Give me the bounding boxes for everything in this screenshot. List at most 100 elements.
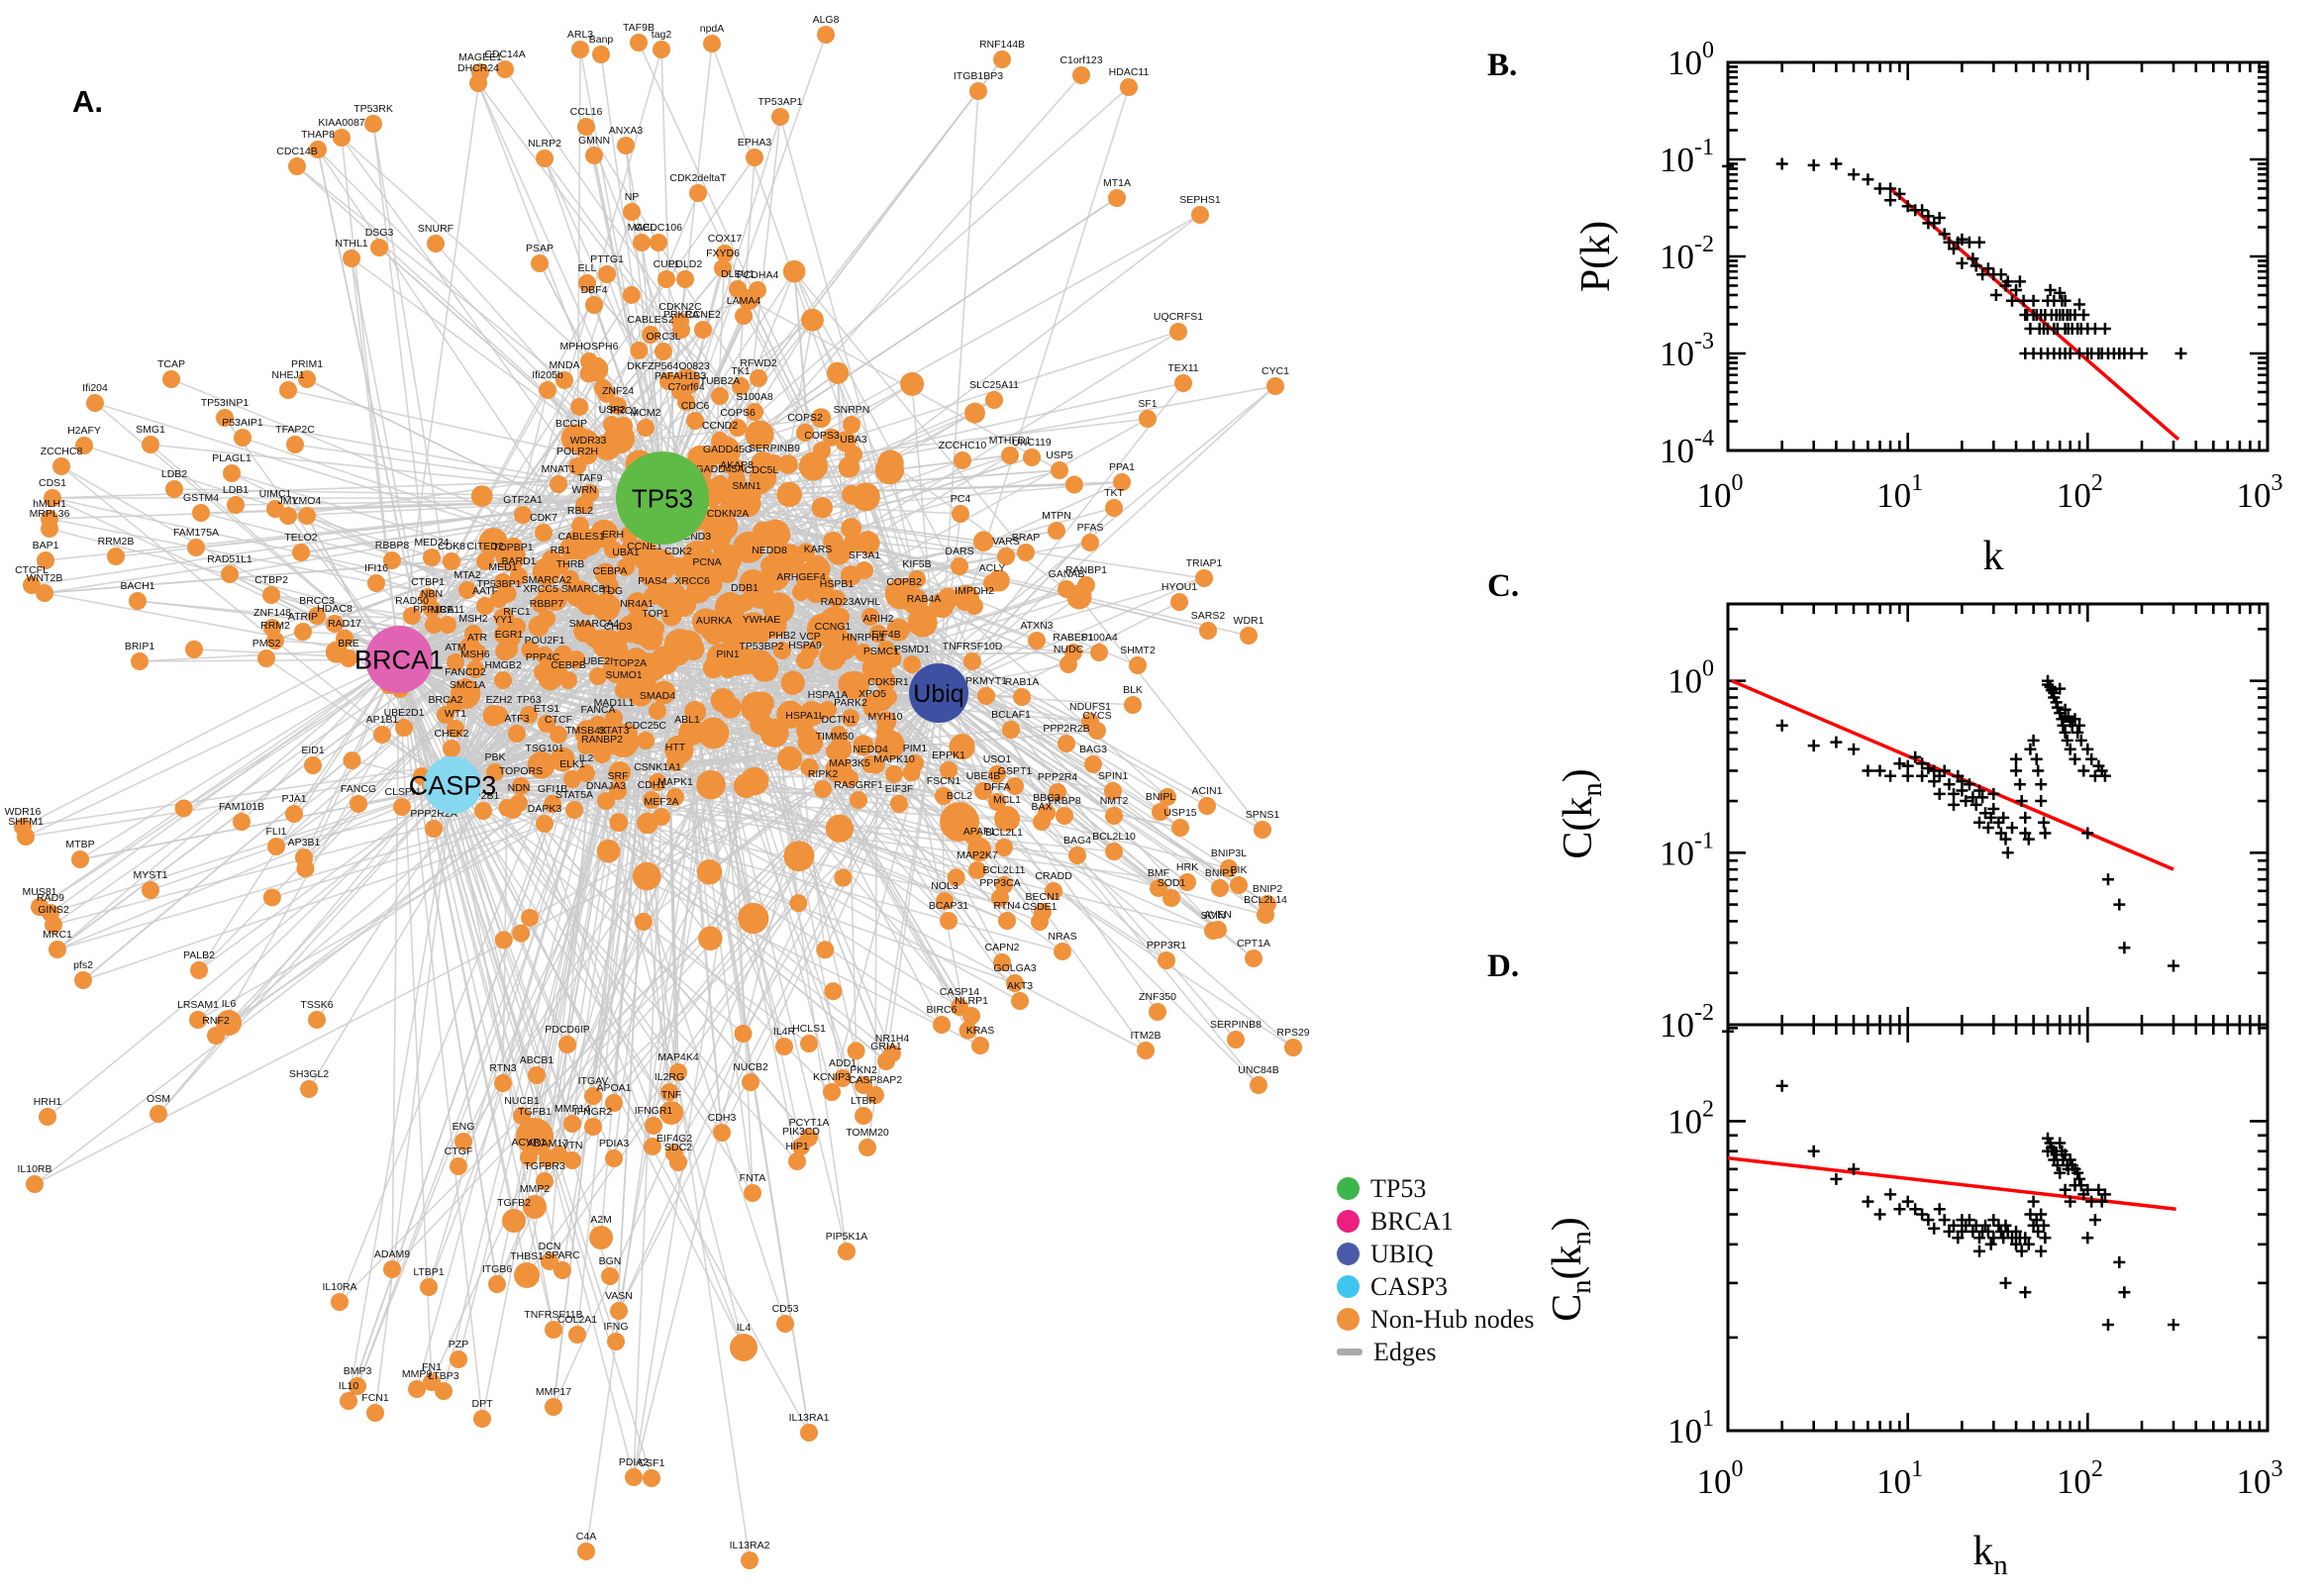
node-label: COX17 xyxy=(708,233,743,245)
non-hub-node xyxy=(1006,777,1024,795)
node-label: WDR1 xyxy=(1234,615,1264,627)
node-label: CCDC106 xyxy=(635,222,682,234)
node-label: SEPHS1 xyxy=(1179,194,1221,206)
non-hub-node xyxy=(615,681,633,699)
non-hub-node xyxy=(711,432,729,449)
node-label: PDCD6IP xyxy=(545,1024,590,1036)
non-hub-node xyxy=(750,369,767,387)
node-label: ZCCHC10 xyxy=(939,440,987,451)
node-label: PDIA3 xyxy=(599,1138,630,1149)
node-label: SERPINB8 xyxy=(1210,1019,1262,1031)
node-label: CCL16 xyxy=(570,106,603,118)
non-hub-node xyxy=(504,553,522,571)
node-label: NMT2 xyxy=(1100,795,1129,807)
non-hub-node xyxy=(746,403,763,421)
node-label: SRF xyxy=(608,770,629,782)
non-hub-node xyxy=(1028,632,1046,649)
svg-text:103: 103 xyxy=(2237,1456,2283,1501)
non-hub-node xyxy=(531,254,549,272)
non-hub-node xyxy=(308,1011,326,1029)
non-hub-node xyxy=(454,1133,472,1150)
node-label: ZNF24 xyxy=(602,385,634,397)
non-hub-node xyxy=(792,583,810,601)
non-hub-node xyxy=(502,1209,526,1233)
non-hub-node xyxy=(450,1157,467,1175)
node-label: AKAP8 xyxy=(720,459,754,471)
node-label: MSH6 xyxy=(460,648,489,660)
node-label: CDC14B xyxy=(276,146,317,157)
non-hub-node xyxy=(666,753,684,771)
non-hub-node xyxy=(623,203,641,221)
node-label: TGFBR3 xyxy=(524,1160,565,1172)
node-label: PRIM1 xyxy=(291,358,323,370)
non-hub-node xyxy=(107,548,125,565)
non-hub-node xyxy=(649,702,666,720)
svg-text:C(kn​): C(kn​) xyxy=(1556,768,1608,858)
non-hub-node xyxy=(940,761,958,779)
node-label: DSG3 xyxy=(365,227,394,239)
node-label: SHMT2 xyxy=(1120,645,1156,656)
node-label: YWHAE xyxy=(743,614,781,626)
non-hub-node xyxy=(340,649,357,667)
non-hub-node xyxy=(74,971,92,989)
node-label: WT1 xyxy=(445,708,466,720)
node-label: NDN xyxy=(508,782,531,794)
node-label: BARD1 xyxy=(501,555,536,567)
node-label: STAT3 xyxy=(598,725,629,737)
node-label: IMPDH2 xyxy=(955,585,994,597)
non-hub-node xyxy=(585,296,603,314)
non-hub-node xyxy=(861,755,879,773)
node-label: MUS81 xyxy=(22,886,56,898)
non-hub-node xyxy=(729,280,747,298)
non-hub-node xyxy=(771,108,789,126)
node-label: RTN4 xyxy=(993,900,1020,912)
non-hub-node xyxy=(1211,879,1229,897)
node-label: Ifi205b xyxy=(532,369,563,381)
node-label: CABLES2 xyxy=(627,314,673,326)
non-hub-node xyxy=(262,586,280,604)
node-label: BCL2L11 xyxy=(982,864,1025,876)
node-label: MNDA xyxy=(550,359,580,371)
non-hub-node xyxy=(223,464,241,482)
node-label: CLSPN xyxy=(384,786,419,798)
node-label: CTCF xyxy=(545,714,572,726)
node-label: FANCG xyxy=(341,783,376,795)
node-label: HSPA1L xyxy=(785,710,825,722)
node-label: RIPK2 xyxy=(808,768,839,780)
node-label: PARK2 xyxy=(834,697,867,709)
non-hub-node xyxy=(683,587,701,605)
non-hub-node xyxy=(940,912,958,930)
non-hub-node xyxy=(326,615,344,633)
non-hub-node xyxy=(554,1261,571,1279)
node-label: SMARCB1 xyxy=(561,583,612,595)
non-hub-node xyxy=(44,489,61,507)
non-hub-node xyxy=(545,1398,562,1416)
node-label: MEF2A xyxy=(644,796,678,808)
node-label: RASGRF1 xyxy=(834,779,883,791)
node-label: CDH1 xyxy=(638,779,666,791)
node-label: IL6 xyxy=(222,998,237,1010)
svg-text:10-1: 10-1 xyxy=(1660,828,1714,872)
non-hub-node xyxy=(813,442,831,459)
legend-item-label: BRCA1 xyxy=(1370,1206,1454,1236)
node-label: TOPORS xyxy=(499,765,543,777)
non-hub-node xyxy=(796,651,814,669)
node-label: UBA1 xyxy=(612,547,640,558)
node-label: BGN xyxy=(599,1255,622,1267)
non-hub-node xyxy=(425,820,443,838)
node-label: BECN1 xyxy=(1025,891,1060,903)
node-label: LMO4 xyxy=(293,495,322,507)
node-label: PRKRA xyxy=(663,309,699,321)
node-label: TNFRSF10D xyxy=(943,641,1003,652)
node-label: EIF3F xyxy=(885,783,914,795)
node-label: USP5 xyxy=(1046,449,1073,461)
non-hub-node xyxy=(933,1016,951,1034)
non-hub-node xyxy=(494,1074,512,1092)
node-label: NEDD4 xyxy=(853,744,888,755)
node-label: CDS1 xyxy=(39,477,66,489)
node-label: PC4 xyxy=(951,493,971,505)
node-label: ALG8 xyxy=(813,14,840,26)
non-hub-node xyxy=(142,436,159,453)
node-label: BBC3 xyxy=(1033,792,1060,804)
node-label: SHFM1 xyxy=(8,816,44,828)
